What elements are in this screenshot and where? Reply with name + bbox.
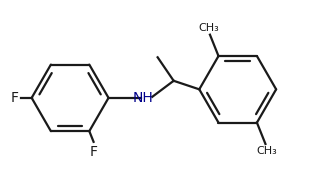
Text: F: F [90,145,98,159]
Text: CH₃: CH₃ [198,23,219,33]
Text: F: F [11,91,19,105]
Text: CH₃: CH₃ [256,146,277,156]
Text: NH: NH [132,91,153,105]
